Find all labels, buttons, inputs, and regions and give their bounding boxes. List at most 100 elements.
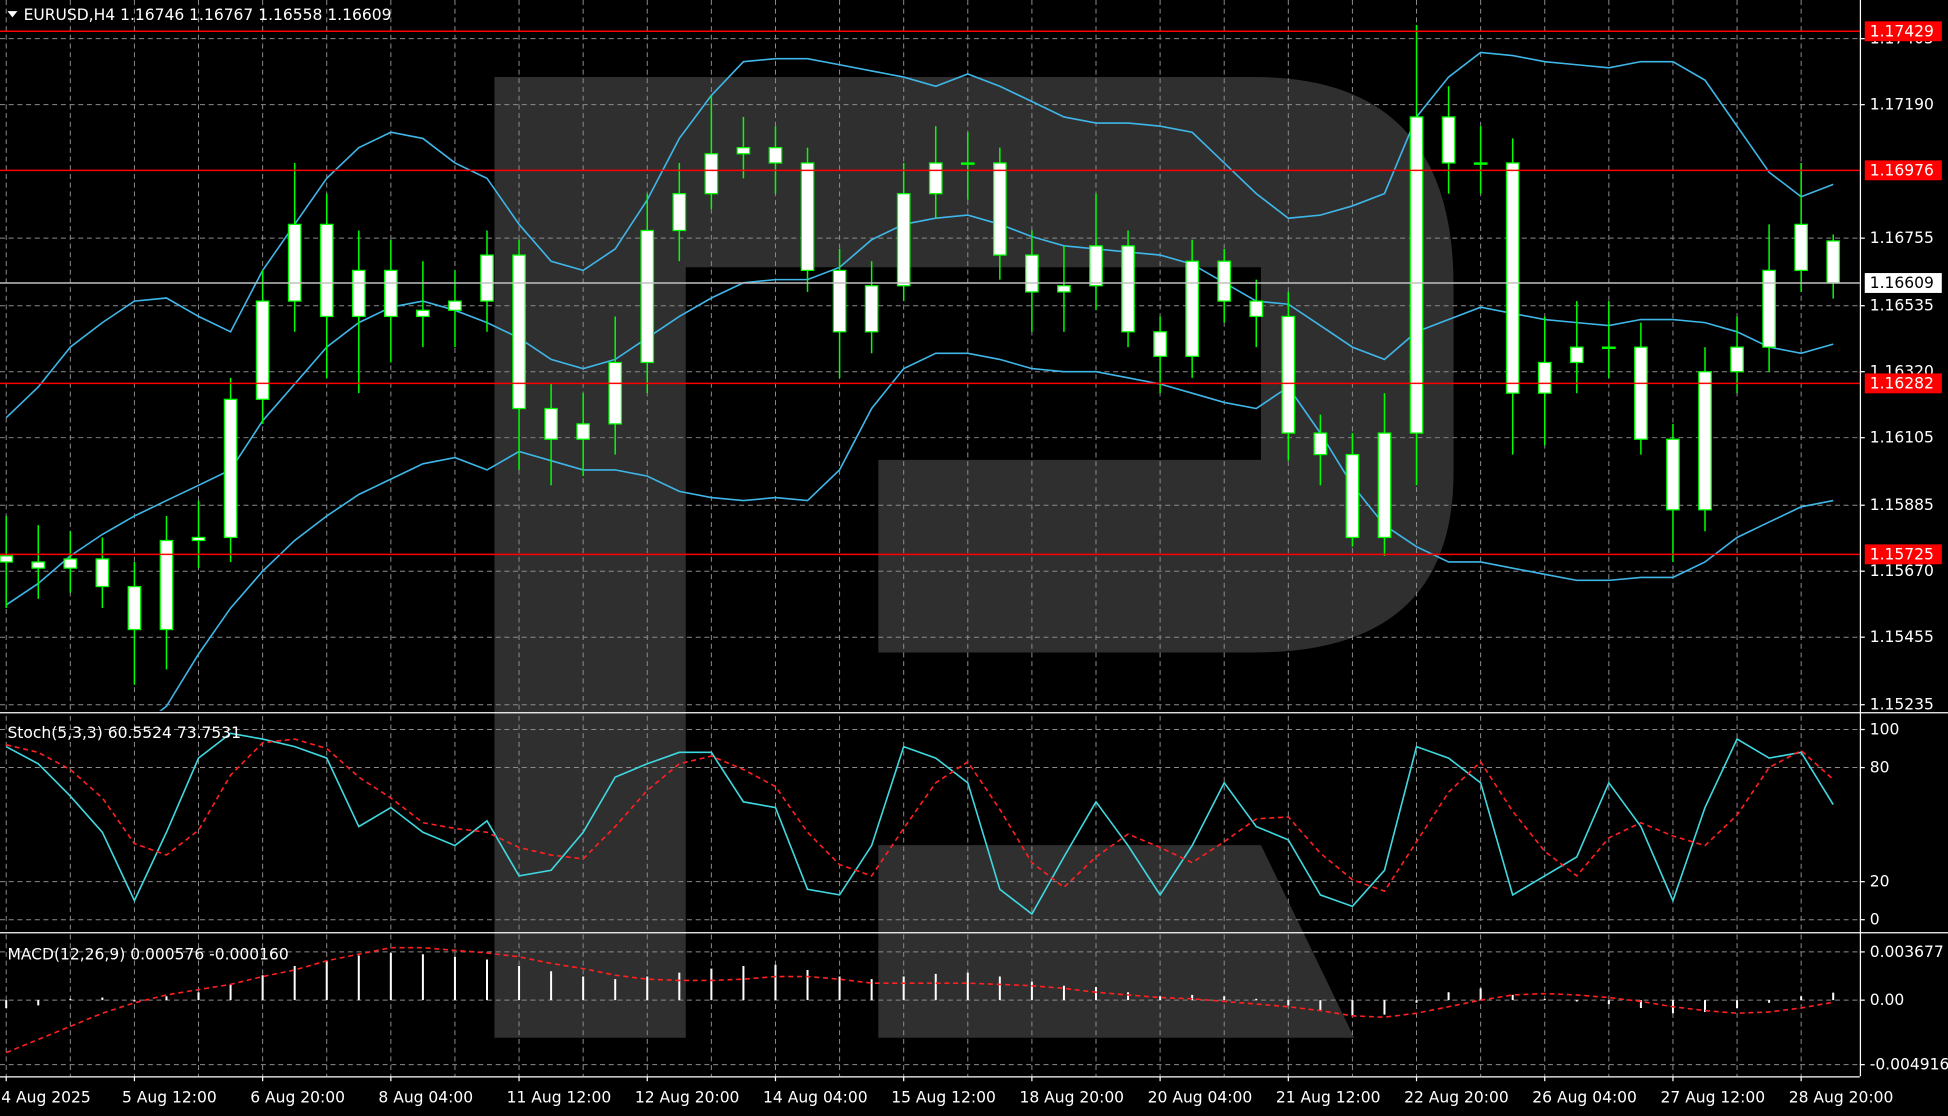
panel xyxy=(0,934,1860,1077)
y-tick-label: 1.16535 xyxy=(1870,297,1934,315)
x-tick-label: 18 Aug 20:00 xyxy=(1019,1088,1124,1106)
candle-body xyxy=(191,536,206,542)
candle-body xyxy=(1057,285,1071,293)
candle-body xyxy=(1826,240,1841,284)
y-tick-label: -0.004916 xyxy=(1870,1056,1948,1074)
price-level-label: 1.16282 xyxy=(1870,374,1934,392)
price-level-box xyxy=(1864,273,1942,293)
y-tick-label: 1.17190 xyxy=(1870,96,1934,114)
logo-shape xyxy=(494,77,1454,1038)
candle-body xyxy=(0,555,14,563)
candle-body xyxy=(608,361,623,425)
x-tick-label: 11 Aug 12:00 xyxy=(507,1088,612,1106)
indicator-line xyxy=(5,946,1834,1054)
x-tick-label: 4 Aug 2025 xyxy=(1,1088,91,1106)
candle-body xyxy=(95,558,110,588)
stoch-title: Stoch(5,3,3) 60.5524 73.7531 xyxy=(7,724,241,742)
x-tick-label: 26 Aug 04:00 xyxy=(1532,1088,1637,1106)
indicator-line xyxy=(5,214,1834,606)
x-tick-label: 8 Aug 04:00 xyxy=(378,1088,473,1106)
candle-body xyxy=(1505,162,1520,394)
y-tick-label: 1.15885 xyxy=(1870,496,1934,514)
y-tick-label: 0.00 xyxy=(1870,991,1905,1009)
candle-body xyxy=(1473,162,1488,165)
candle-body xyxy=(768,147,783,164)
y-tick-label: 0.003677 xyxy=(1870,943,1944,961)
price-level-label: 1.16609 xyxy=(1870,274,1934,292)
candle-body xyxy=(1409,116,1424,434)
candle-body xyxy=(319,223,334,318)
indicator-line xyxy=(6,738,1834,893)
candle-body xyxy=(1377,432,1392,539)
candle-body xyxy=(1441,116,1456,164)
candle-body xyxy=(127,585,142,631)
logo-watermark xyxy=(494,77,1454,1038)
y-tick-label: 1.15455 xyxy=(1870,628,1934,646)
y-tick-label: 80 xyxy=(1870,759,1890,777)
x-tick-label: 21 Aug 12:00 xyxy=(1276,1088,1381,1106)
candle-body xyxy=(1666,438,1680,511)
candle-body xyxy=(1569,346,1584,364)
candle-body xyxy=(351,269,366,318)
candle-body xyxy=(800,162,815,272)
price-level-box xyxy=(1864,160,1942,181)
price-level-box xyxy=(1864,373,1942,394)
logo-leg xyxy=(878,845,1355,1038)
candle-body xyxy=(1313,432,1328,456)
x-tick-label: 28 Aug 20:00 xyxy=(1789,1088,1894,1106)
x-tick-label: 6 Aug 20:00 xyxy=(250,1088,345,1106)
candle-body xyxy=(1602,346,1616,350)
candle-body xyxy=(576,423,590,440)
y-tick-label: 1.15235 xyxy=(1870,696,1934,714)
candle-body xyxy=(480,254,494,302)
candle-body xyxy=(1730,346,1744,373)
x-tick-label: 20 Aug 04:00 xyxy=(1148,1088,1253,1106)
price-level-box xyxy=(1864,21,1942,42)
y-tick-label: 20 xyxy=(1870,873,1890,891)
candle-body xyxy=(223,398,238,539)
candle-body xyxy=(1121,245,1135,333)
y-tick-label: 100 xyxy=(1870,721,1900,739)
candle-body xyxy=(1537,361,1552,394)
price-level-label: 1.15725 xyxy=(1870,545,1934,563)
x-tick-label: 22 Aug 20:00 xyxy=(1404,1088,1509,1106)
symbol-menu-arrow[interactable] xyxy=(7,11,18,18)
y-tick-label: 1.16105 xyxy=(1870,429,1934,447)
candle-body xyxy=(1153,331,1167,357)
candle-body xyxy=(1281,315,1296,434)
x-tick-label: 15 Aug 12:00 xyxy=(891,1088,996,1106)
candle-body xyxy=(736,147,751,155)
candle-body xyxy=(672,193,687,232)
candle-body xyxy=(864,285,879,333)
candle-body xyxy=(640,229,655,364)
candle-body xyxy=(31,561,46,569)
candle-body xyxy=(1794,223,1808,272)
candle-body xyxy=(512,254,526,410)
price-level-box xyxy=(1864,544,1942,565)
x-tick-label: 27 Aug 12:00 xyxy=(1661,1088,1766,1106)
candle-body xyxy=(63,558,78,569)
x-tick-label: 5 Aug 12:00 xyxy=(122,1088,217,1106)
candle-body xyxy=(384,269,398,318)
candle-body xyxy=(960,162,975,165)
candle-body xyxy=(1217,260,1232,302)
x-tick-label: 14 Aug 04:00 xyxy=(763,1088,868,1106)
candle-body xyxy=(416,309,430,318)
price-level-label: 1.17429 xyxy=(1870,22,1934,40)
candle-body xyxy=(993,162,1007,256)
candle-body xyxy=(704,153,719,195)
candle-body xyxy=(1185,260,1199,357)
candle-body xyxy=(255,300,270,400)
indicator-line xyxy=(5,51,1834,419)
chart-title: EURUSD,H4 1.16746 1.16767 1.16558 1.1660… xyxy=(24,6,392,24)
candle-body xyxy=(287,223,302,302)
indicator-line xyxy=(5,732,1834,916)
panel xyxy=(0,0,1860,711)
candle-body xyxy=(544,407,558,440)
price-level-label: 1.16976 xyxy=(1870,161,1934,179)
panel xyxy=(0,715,1860,930)
